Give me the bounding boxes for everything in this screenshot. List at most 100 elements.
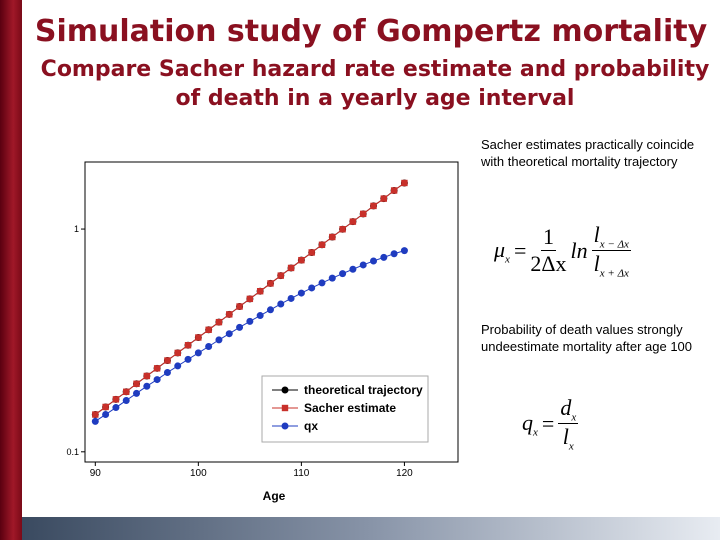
x-tick-label: 100 (190, 468, 207, 479)
marker (163, 369, 171, 377)
marker (236, 323, 244, 331)
marker (370, 257, 378, 265)
marker (225, 330, 233, 338)
symbol: x + Δx (599, 267, 629, 280)
marker (287, 294, 295, 302)
symbol: l (562, 424, 569, 450)
marker (360, 210, 367, 218)
marker (174, 362, 182, 370)
marker (359, 261, 367, 269)
marker (246, 317, 254, 325)
symbol: l (593, 222, 600, 247)
x-axis-label: Age (263, 489, 286, 503)
marker (281, 422, 289, 430)
marker (184, 342, 192, 349)
marker (92, 411, 99, 418)
note: Sacher estimates practically coincide wi… (481, 137, 695, 169)
x-tick-label: 110 (293, 468, 309, 479)
marker (205, 326, 212, 333)
marker (195, 334, 202, 341)
marker (256, 288, 264, 295)
marker (329, 233, 336, 241)
marker (339, 270, 347, 278)
legend-label: Sacher estimate (304, 401, 396, 415)
legend-box (261, 375, 429, 443)
marker (164, 357, 171, 364)
symbol: q (522, 409, 533, 435)
marker (143, 372, 151, 380)
symbol: x (571, 411, 577, 424)
marker (102, 411, 110, 419)
subtitle: Compare Sacher hazard rate estimate and … (40, 57, 710, 111)
marker (308, 249, 315, 256)
y-tick-label: 0.1 (66, 447, 79, 457)
marker (184, 355, 192, 363)
marker (287, 264, 295, 272)
x-tick-label: 120 (396, 468, 413, 479)
marker (256, 312, 264, 320)
symbol: l (593, 251, 600, 277)
marker (112, 396, 120, 403)
symbol: ln (570, 237, 588, 263)
marker (349, 265, 357, 273)
marker (143, 382, 151, 390)
marker (174, 349, 181, 357)
legend-label: theoretical trajectory (304, 383, 423, 397)
legend-label: qx (304, 419, 318, 433)
marker (122, 396, 130, 404)
marker (123, 388, 130, 395)
marker (153, 376, 161, 384)
bottom-bar (22, 517, 720, 540)
marker (297, 289, 305, 297)
symbol: μ (494, 236, 506, 262)
marker (91, 417, 99, 425)
marker (349, 218, 357, 225)
x-tick-label: 90 (90, 468, 102, 479)
marker (318, 279, 326, 287)
marker (133, 389, 141, 397)
marker (380, 195, 388, 202)
symbol: x (505, 253, 510, 266)
marker (267, 280, 274, 287)
y-tick-label: 1 (74, 224, 79, 234)
marker (339, 226, 346, 233)
marker (226, 311, 233, 318)
symbol: 2Δx (530, 251, 567, 277)
marker (318, 241, 326, 248)
formula: qx = dx lx (522, 395, 579, 453)
symbol: = (541, 410, 555, 436)
plot-frame (84, 161, 459, 463)
marker (205, 342, 213, 350)
marker (133, 380, 140, 387)
marker (194, 349, 202, 357)
marker (298, 256, 305, 264)
marker (102, 403, 109, 411)
marker (236, 303, 243, 310)
symbol: = (513, 237, 527, 263)
side-bar (0, 0, 22, 540)
marker (246, 295, 254, 303)
marker (370, 202, 377, 210)
symbol: d (560, 395, 572, 420)
marker (390, 187, 398, 194)
symbol: 1 (540, 224, 556, 252)
marker (401, 179, 408, 187)
symbol: x − Δx (599, 238, 629, 251)
symbol: x (533, 426, 538, 439)
marker (400, 247, 408, 255)
marker (215, 318, 223, 326)
marker (308, 284, 316, 292)
marker (281, 404, 289, 412)
marker (328, 274, 336, 282)
marker (215, 336, 223, 344)
marker (281, 386, 289, 394)
marker (380, 253, 388, 261)
marker (112, 404, 120, 412)
marker (390, 250, 398, 258)
title: Simulation study of Gompertz mortality (34, 14, 708, 49)
formula: μx = 1 2Δx ln lx − Δx lx + Δx (494, 222, 631, 280)
note: Probability of death values strongly und… (481, 322, 693, 354)
marker (266, 306, 274, 314)
